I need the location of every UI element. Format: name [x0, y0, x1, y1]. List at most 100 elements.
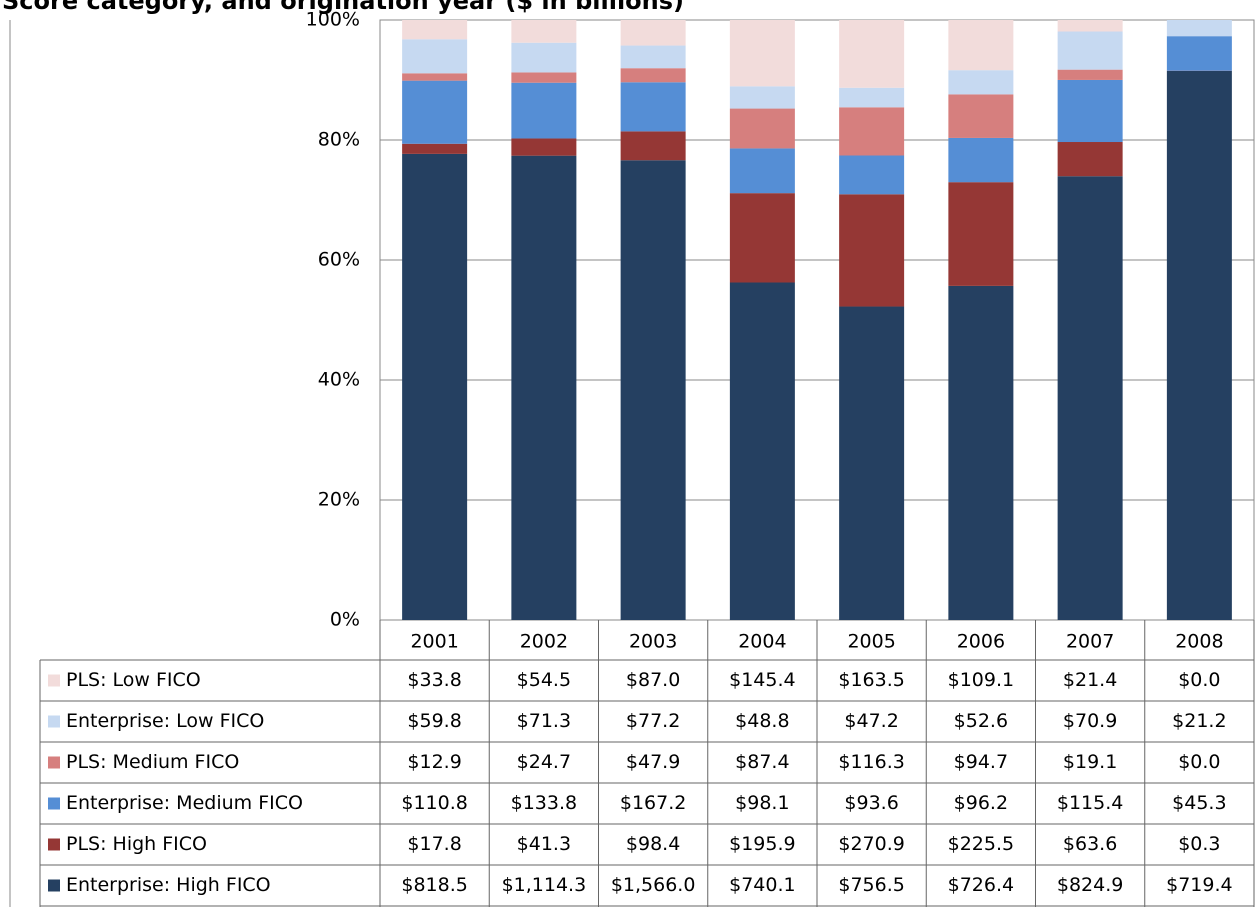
table-value: $0.0 [1178, 751, 1220, 773]
table-value: $818.5 [401, 874, 467, 896]
table-value: $0.3 [1178, 833, 1220, 855]
table-value: $93.6 [844, 792, 898, 814]
table-value: $1,114.3 [502, 874, 587, 896]
table-value: $87.0 [626, 669, 680, 691]
bar-segment [402, 39, 468, 74]
bar-segment [402, 153, 468, 620]
legend-label: Enterprise: Low FICO [66, 710, 264, 732]
bar-segment [839, 87, 905, 108]
table-value: $167.2 [620, 792, 686, 814]
table-value: $48.8 [735, 710, 789, 732]
table-value: $115.4 [1057, 792, 1123, 814]
chart-title: Score category, and origination year ($ … [2, 0, 684, 15]
bar-segment [729, 148, 795, 194]
bar-segment [620, 20, 686, 46]
table-value: $70.9 [1063, 710, 1117, 732]
x-tick-label: 2003 [629, 631, 677, 653]
table-value: $109.1 [948, 669, 1014, 691]
table-value: $98.1 [735, 792, 789, 814]
table-value: $47.2 [844, 710, 898, 732]
table-value: $225.5 [948, 833, 1014, 855]
bar-segment [620, 45, 686, 69]
x-tick-label: 2008 [1175, 631, 1223, 653]
bar-segment [1057, 20, 1123, 32]
legend-swatch [48, 838, 60, 851]
bar-segment [1057, 142, 1123, 177]
table-value: $24.7 [517, 751, 571, 773]
bar-segment [839, 306, 905, 620]
bar-segment [511, 20, 577, 43]
table-value: $270.9 [838, 833, 904, 855]
table-value: $52.6 [954, 710, 1008, 732]
y-tick-label: 40% [318, 369, 360, 391]
bar-segment [402, 20, 468, 40]
table-value: $77.2 [626, 710, 680, 732]
x-tick-label: 2007 [1066, 631, 1114, 653]
y-tick-label: 60% [318, 249, 360, 271]
table-value: $726.4 [948, 874, 1014, 896]
table-value: $1,566.0 [611, 874, 696, 896]
x-tick-label: 2002 [520, 631, 568, 653]
table-value: $756.5 [838, 874, 904, 896]
table-value: $116.3 [838, 751, 904, 773]
bar-segment [729, 108, 795, 149]
table-value: $94.7 [954, 751, 1008, 773]
bar-segment [729, 86, 795, 109]
bar-segment [620, 160, 686, 620]
bar-segment [511, 82, 577, 139]
legend-label: PLS: High FICO [66, 833, 207, 855]
bar-segment [729, 193, 795, 283]
legend-swatch [48, 674, 60, 687]
table-value: $12.9 [407, 751, 461, 773]
bar-segment [948, 70, 1014, 95]
table-value: $740.1 [729, 874, 795, 896]
bar-segment [620, 131, 686, 161]
legend-swatch [48, 756, 60, 769]
table-value: $33.8 [407, 669, 461, 691]
bar-segment [620, 68, 686, 83]
bar-segment [511, 72, 577, 83]
y-tick-label: 100% [306, 9, 360, 31]
bar-segment [402, 73, 468, 81]
table-value: $54.5 [517, 669, 571, 691]
bar-segment [948, 20, 1014, 71]
legend-swatch [48, 797, 60, 810]
legend-label: Enterprise: High FICO [66, 874, 271, 896]
table-value: $21.4 [1063, 669, 1117, 691]
bar-segment [839, 20, 905, 88]
table-value: $59.8 [407, 710, 461, 732]
table-value: $17.8 [407, 833, 461, 855]
table-value: $47.9 [626, 751, 680, 773]
bar-segment [948, 285, 1014, 620]
bar-segment [1166, 36, 1232, 71]
bar-segment [729, 282, 795, 620]
bar-segment [948, 94, 1014, 138]
table-value: $133.8 [511, 792, 577, 814]
table-value: $63.6 [1063, 833, 1117, 855]
table-value: $824.9 [1057, 874, 1123, 896]
y-tick-label: 20% [318, 489, 360, 511]
table-value: $195.9 [729, 833, 795, 855]
bar-segment [1057, 31, 1123, 70]
y-tick-label: 0% [330, 609, 360, 631]
legend-label: PLS: Medium FICO [66, 751, 239, 773]
x-tick-label: 2001 [410, 631, 458, 653]
bar-segment [511, 155, 577, 620]
bar-segment [948, 182, 1014, 286]
table-value: $145.4 [729, 669, 795, 691]
table-value: $163.5 [838, 669, 904, 691]
table-value: $21.2 [1172, 710, 1226, 732]
legend-swatch [48, 715, 60, 728]
legend-label: Enterprise: Medium FICO [66, 792, 303, 814]
bar-segment [839, 107, 905, 156]
table-value: $110.8 [401, 792, 467, 814]
bar-segment [511, 42, 577, 73]
bar-segment [729, 20, 795, 87]
table-value: $719.4 [1166, 874, 1232, 896]
table-value: $0.0 [1178, 669, 1220, 691]
bar-segment [1057, 176, 1123, 620]
bar-segment [402, 143, 468, 154]
legend-swatch [48, 879, 60, 892]
y-tick-label: 80% [318, 129, 360, 151]
